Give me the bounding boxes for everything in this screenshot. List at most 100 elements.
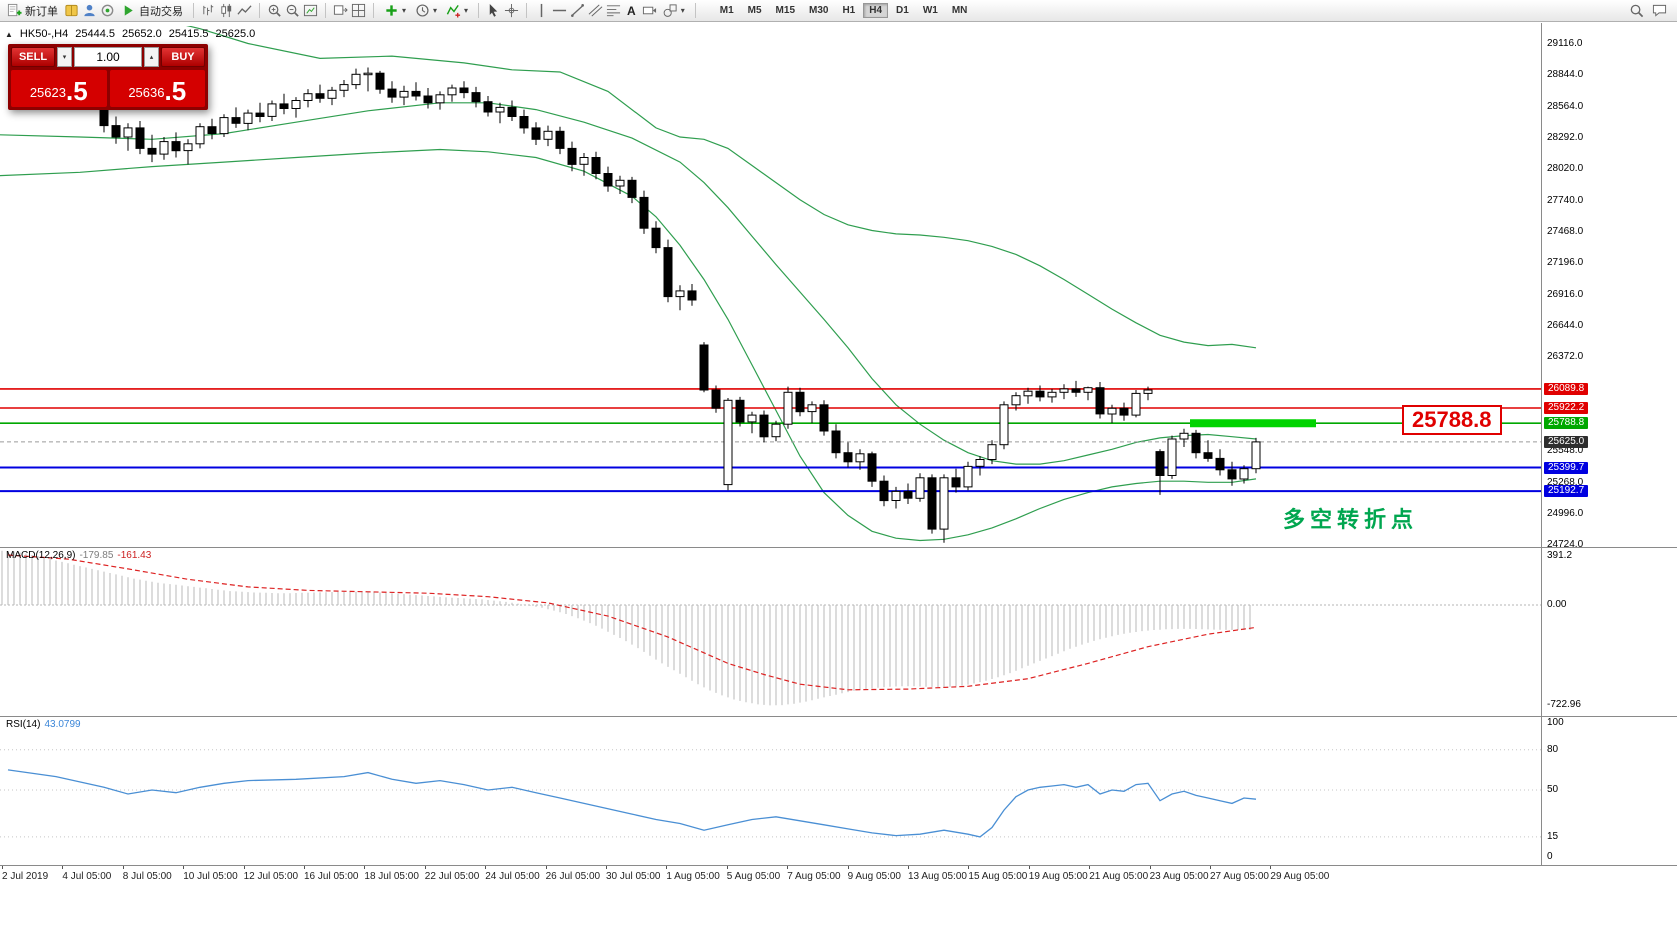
timeframe-m5[interactable]: M5: [747, 5, 762, 16]
text-tool-button[interactable]: A: [624, 3, 639, 19]
toolbar-separator: [259, 3, 260, 18]
chart-shift-icon[interactable]: [333, 3, 348, 18]
timeframe-h1[interactable]: H1: [842, 5, 856, 16]
new-order-button[interactable]: 新订单: [4, 2, 61, 20]
timeframe-m15[interactable]: M15: [775, 5, 795, 16]
crosshair-icon[interactable]: [504, 3, 519, 18]
axis-label: 50: [1547, 784, 1559, 795]
time-tick: [183, 866, 185, 869]
time-axis[interactable]: 2 Jul 2019 4 Jul 05:00 8 Jul 05:00 10 Jul 0…: [0, 865, 1677, 888]
time-label: 16 Jul 05:00: [304, 871, 359, 882]
buy-button[interactable]: BUY: [161, 47, 205, 67]
sell-price-display[interactable]: 25623.5: [11, 70, 107, 107]
time-tick: [364, 866, 366, 869]
zoom-in-icon[interactable]: [267, 3, 282, 18]
volume-input[interactable]: 1.00: [74, 47, 142, 67]
new-order-label: 新订单: [25, 5, 58, 18]
panel-separator[interactable]: [0, 716, 1677, 717]
volume-decrease-button[interactable]: ▾: [57, 47, 72, 67]
price-badge: 25192.7: [1544, 485, 1589, 497]
symbol-bar: ▲ HK50-,H4 25444.5 25652.0 25415.5 25625…: [5, 28, 255, 40]
time-label: 30 Jul 05:00: [606, 871, 661, 882]
candlestick-icon[interactable]: [219, 3, 234, 18]
zoom-out-icon[interactable]: [285, 3, 300, 18]
shapes-icon: [663, 4, 677, 17]
ohlc-close: 25625.0: [215, 28, 256, 40]
time-tick: [243, 866, 245, 869]
fibonacci-icon[interactable]: [606, 3, 621, 18]
timeframe-h4[interactable]: H4: [863, 3, 889, 18]
chat-icon[interactable]: [1652, 3, 1667, 18]
toolbar-separator: [193, 3, 194, 18]
axis-label: 28292.0: [1547, 132, 1584, 143]
new-chart-button[interactable]: ▾: [381, 2, 409, 19]
timeframe-mn[interactable]: MN: [951, 5, 968, 16]
macd-histogram: [1, 550, 1251, 706]
channel-icon[interactable]: [588, 3, 603, 18]
auto-scroll-icon[interactable]: [303, 3, 318, 18]
shapes-button[interactable]: ▾: [660, 2, 688, 19]
caret-down-icon: ▾: [433, 6, 438, 15]
caret-down-icon: ▾: [680, 6, 685, 15]
price-chart[interactable]: [0, 26, 1541, 547]
bollinger-upper: [186, 26, 1257, 349]
time-label: 24 Jul 05:00: [485, 871, 540, 882]
rsi-value: 43.0799: [44, 719, 81, 730]
time-label: 5 Aug 05:00: [726, 871, 781, 882]
collapse-icon[interactable]: ▲: [5, 29, 13, 39]
rsi-panel[interactable]: [0, 716, 1541, 865]
journal-icon[interactable]: [64, 3, 79, 18]
time-label: 8 Jul 05:00: [122, 871, 172, 882]
timeframe-m1[interactable]: M1: [719, 5, 734, 16]
macd-panel[interactable]: [0, 547, 1541, 716]
webinar-icon[interactable]: [100, 3, 115, 18]
autotrading-button[interactable]: 自动交易: [118, 2, 186, 20]
price-badge: 26089.8: [1544, 383, 1589, 395]
caret-down-icon: ▾: [62, 54, 67, 61]
time-label: 13 Aug 05:00: [908, 871, 967, 882]
price-level-lines[interactable]: [0, 388, 1541, 493]
search-icon[interactable]: [1629, 3, 1644, 18]
timeframe-m30[interactable]: M30: [809, 5, 829, 16]
macd-signal-value: -161.43: [117, 550, 152, 561]
macd-signal-line: [7, 554, 1257, 691]
sell-button[interactable]: SELL: [11, 47, 55, 67]
arrow-label-icon[interactable]: [642, 3, 657, 18]
indicators-icon: [446, 4, 461, 18]
panel-separator[interactable]: [0, 547, 1677, 548]
timeframe-w1[interactable]: W1: [922, 5, 938, 16]
buy-price-display[interactable]: 25636.5: [109, 70, 205, 107]
horizontal-line-icon[interactable]: [552, 3, 567, 18]
cursor-icon[interactable]: [486, 3, 501, 18]
price-badge: 25399.7: [1544, 462, 1589, 474]
time-label: 22 Jul 05:00: [424, 871, 480, 882]
rsi-name: RSI(14): [6, 719, 41, 730]
price-axis[interactable]: 29116.0 28844.0 28564.0 28292.0 28020.0 27740…: [1541, 23, 1677, 865]
time-tick: [1149, 866, 1151, 869]
bar-chart-icon[interactable]: [201, 3, 216, 18]
contacts-icon[interactable]: [82, 3, 97, 18]
axis-label: 25548.0: [1547, 445, 1584, 456]
line-chart-icon[interactable]: [237, 3, 252, 18]
volume-increase-button[interactable]: ▴: [144, 47, 159, 67]
vertical-line-icon[interactable]: [534, 3, 549, 18]
tile-windows-icon[interactable]: [351, 3, 366, 18]
axis-label: 26644.0: [1547, 320, 1584, 331]
new-chart-icon: [386, 5, 397, 16]
candles: [99, 67, 1261, 543]
timeframe-d1[interactable]: D1: [896, 5, 909, 16]
periods-button[interactable]: ▾: [412, 2, 440, 19]
time-tick: [847, 866, 849, 869]
axis-label: 25268.0: [1547, 477, 1584, 488]
buy-price-fraction: .5: [164, 76, 187, 106]
time-label: 15 Aug 05:00: [968, 871, 1028, 882]
trendline-icon[interactable]: [570, 3, 585, 18]
time-tick: [726, 866, 728, 869]
time-tick: [545, 866, 547, 869]
new-order-icon: [7, 3, 22, 17]
time-label: 1 Aug 05:00: [666, 871, 720, 882]
price-badge: 25788.8: [1544, 417, 1589, 429]
caret-up-icon: ▴: [149, 54, 154, 61]
toolbar-right-group: [1629, 3, 1673, 18]
indicators-button[interactable]: ▾: [443, 2, 471, 19]
